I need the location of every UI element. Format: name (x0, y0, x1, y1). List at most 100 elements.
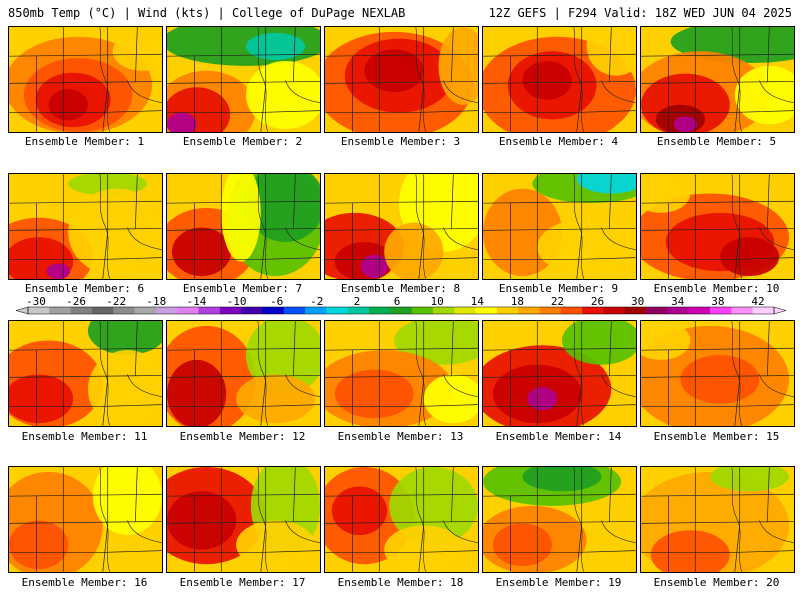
temperature-field (641, 27, 794, 132)
colorbar-segment (710, 307, 732, 314)
contour-line (731, 27, 742, 132)
state-border (418, 321, 425, 426)
state-border (734, 27, 741, 132)
state-border (325, 257, 478, 260)
temperature-field (483, 27, 636, 132)
temperature-field (9, 27, 162, 132)
ensemble-member-label: Ensemble Member: 6 (24, 282, 145, 295)
state-border (767, 467, 770, 522)
temperature-field (325, 174, 478, 279)
colorbar-high-arrow (773, 306, 787, 315)
temperature-region (245, 32, 306, 61)
contour-line (415, 467, 426, 572)
colorbar-segment (518, 307, 541, 314)
ensemble-member-label: Ensemble Member: 4 (498, 135, 619, 148)
state-border (483, 228, 636, 231)
state-border (325, 521, 478, 524)
contour-line (731, 321, 742, 426)
colorbar-tick-label: -26 (66, 296, 86, 308)
state-border (734, 321, 741, 426)
ensemble-member-map (166, 466, 321, 573)
state-border (451, 174, 454, 229)
ensemble-member-map (324, 320, 479, 427)
state-border (102, 467, 109, 572)
temperature-region (492, 523, 553, 567)
temperature-region (576, 174, 636, 194)
state-border (9, 257, 162, 260)
temperature-region (586, 27, 636, 76)
contour-line (99, 27, 110, 132)
colorbar-segment (155, 307, 178, 314)
contour-line (285, 227, 320, 251)
state-border (641, 404, 794, 407)
colorbar-segment (326, 307, 349, 314)
ensemble-member-map (482, 320, 637, 427)
contour-line (759, 520, 794, 544)
contour-line (573, 321, 584, 426)
state-border (167, 550, 320, 553)
contour-line (99, 321, 110, 426)
contour-line (257, 467, 268, 572)
state-border (325, 550, 478, 553)
temperature-field (325, 27, 478, 132)
state-border (451, 467, 454, 522)
temperature-field (9, 467, 162, 572)
colorbar-segment (241, 307, 263, 314)
temperature-region (167, 359, 227, 426)
colorbar-segment (390, 307, 413, 314)
contour-line (127, 520, 162, 544)
state-border (9, 228, 162, 231)
state-border (135, 174, 138, 229)
temperature-field (167, 27, 320, 132)
temperature-region (46, 263, 71, 279)
temperature-region (167, 491, 237, 550)
temperature-field (325, 467, 478, 572)
temperature-region (112, 31, 162, 71)
temperature-region (384, 222, 444, 279)
temperature-field (9, 321, 162, 426)
contour-line (285, 520, 320, 544)
temperature-region (561, 321, 636, 365)
state-border (576, 467, 583, 572)
ensemble-member-map (324, 466, 479, 573)
ensemble-member-map (640, 26, 795, 133)
state-border (135, 27, 138, 82)
ensemble-member-label: Ensemble Member: 15 (653, 430, 780, 443)
colorbar-segment (688, 307, 711, 314)
colorbar-segment (454, 307, 477, 314)
state-border (167, 521, 320, 524)
state-border (451, 321, 454, 376)
colorbar-segment (582, 307, 604, 314)
state-border (734, 174, 741, 279)
colorbar-segment (262, 307, 285, 314)
state-border (576, 321, 583, 426)
colorbar-segment (667, 307, 690, 314)
colorbar-segment (369, 307, 391, 314)
contour-line (285, 80, 320, 104)
ensemble-member-map (324, 26, 479, 133)
state-border (641, 257, 794, 260)
contour-line (127, 227, 162, 251)
state-border (641, 375, 794, 378)
contour-line (285, 374, 320, 398)
ensemble-member-map (640, 320, 795, 427)
colorbar-segment (198, 307, 221, 314)
ensemble-member-label: Ensemble Member: 14 (495, 430, 622, 443)
state-border (102, 27, 109, 132)
temperature-region (423, 374, 478, 424)
temperature-field (483, 467, 636, 572)
state-border (9, 81, 162, 84)
state-border (9, 110, 162, 113)
state-border (641, 228, 794, 231)
ensemble-member-label: Ensemble Member: 20 (653, 576, 780, 589)
temperature-region (331, 486, 388, 536)
state-border (641, 550, 794, 553)
colorbar-segment (624, 307, 647, 314)
colorbar-low-arrow (15, 306, 29, 315)
state-border (9, 404, 162, 407)
temperature-field (483, 174, 636, 279)
colorbar-tick-label: 18 (511, 296, 524, 308)
ensemble-member-map (482, 173, 637, 280)
ensemble-member-map (166, 173, 321, 280)
temperature-field (9, 174, 162, 279)
